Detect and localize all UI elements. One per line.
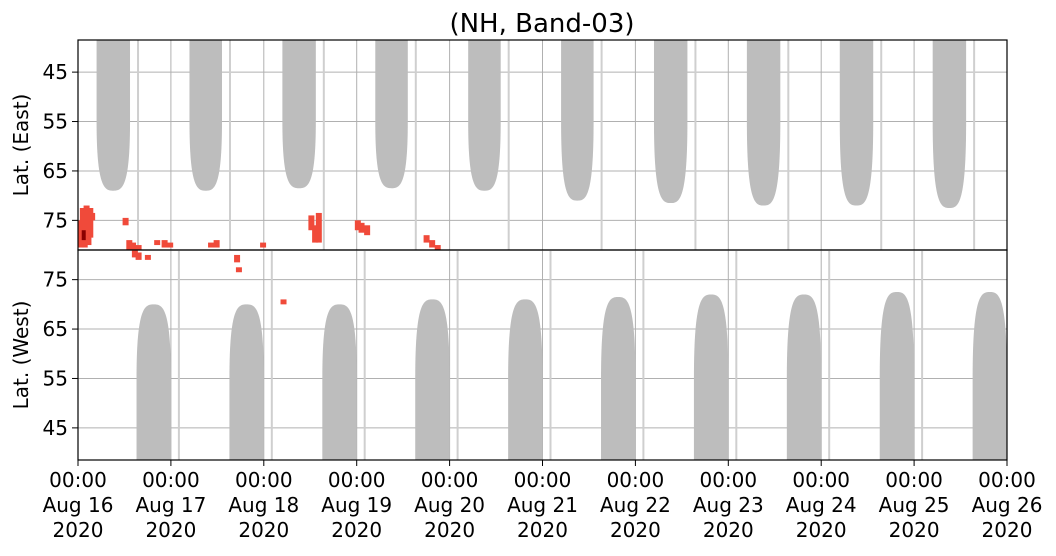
detection-mark <box>208 242 215 248</box>
panel-west: 75 65 55 45 Lat. (West) <box>9 249 1008 461</box>
no-data-block <box>601 296 636 460</box>
x-tick-label: 00:00 Aug 26 2020 <box>972 468 1043 542</box>
detection-mark <box>354 220 361 231</box>
no-data-block <box>508 299 543 460</box>
detection-mark <box>122 217 129 226</box>
no-data-block <box>879 292 915 460</box>
y-axis-label-west: Lat. (West) <box>9 301 33 410</box>
detection-mark <box>161 240 168 248</box>
y-axis-label-east: Lat. (East) <box>9 94 33 197</box>
x-tick-label: 00:00 Aug 17 2020 <box>135 468 206 542</box>
detection-mark <box>308 215 315 231</box>
y-tick-label: 45 <box>43 60 68 84</box>
no-data-block <box>322 304 357 460</box>
detection-mark <box>423 235 430 243</box>
x-tick-label: 00:00 Aug 16 2020 <box>43 468 114 542</box>
detection-mark <box>280 299 287 305</box>
detection-mark <box>315 212 322 243</box>
x-tick-label: 00:00 Aug 25 2020 <box>879 468 950 542</box>
x-tick-label: 00:00 Aug 24 2020 <box>786 468 857 542</box>
no-data-block <box>415 299 450 460</box>
y-tick-label: 65 <box>43 159 68 183</box>
detection-mark <box>135 245 142 250</box>
no-data-block <box>229 304 264 460</box>
detection-mark <box>144 254 151 260</box>
panel-east: 45 55 65 75 Lat. (East) <box>9 39 1008 251</box>
no-data-block <box>932 40 967 208</box>
y-tick-label: 55 <box>43 110 68 134</box>
detection-mark <box>234 254 241 263</box>
no-data-block <box>468 40 501 191</box>
no-data-block <box>653 40 688 204</box>
detection-mark <box>154 240 161 246</box>
detection-mark-dark <box>81 230 86 241</box>
detection-mark <box>434 245 441 250</box>
x-axis: 00:00 Aug 16 2020 00:00 Aug 17 2020 00:00 Aug 1… <box>43 460 1043 542</box>
detection-mark <box>89 212 96 221</box>
detection-mark <box>429 240 436 248</box>
detection-mark <box>358 222 365 233</box>
y-tick-label: 75 <box>43 208 68 232</box>
no-data-block <box>972 292 1007 460</box>
no-data-block <box>282 40 316 189</box>
detection-mark <box>235 267 242 273</box>
x-tick-label: 00:00 Aug 19 2020 <box>321 468 392 542</box>
plot-area-east <box>78 40 1007 250</box>
x-tick-label: 00:00 Aug 20 2020 <box>414 468 485 542</box>
no-data-block <box>96 40 131 191</box>
no-data-block <box>746 40 781 206</box>
detection-mark <box>312 225 319 243</box>
y-tick-label: 55 <box>43 366 68 390</box>
x-tick-label: 00:00 Aug 23 2020 <box>693 468 764 542</box>
no-data-block <box>693 294 729 460</box>
y-tick-label: 75 <box>43 268 68 292</box>
detection-mark <box>130 242 137 250</box>
chart-title: (NH, Band-03) <box>449 9 634 39</box>
detection-mark <box>213 240 220 248</box>
x-tick-label: 00:00 Aug 22 2020 <box>600 468 671 542</box>
no-data-block <box>136 304 171 460</box>
no-data-block <box>189 40 222 191</box>
plot-area-west <box>78 250 1007 460</box>
detection-mark <box>260 242 267 248</box>
x-tick-label: 00:00 Aug 18 2020 <box>228 468 299 542</box>
no-data-block <box>839 40 874 206</box>
detection-mark <box>167 242 174 248</box>
y-tick-label: 65 <box>43 317 68 341</box>
y-tick-label: 45 <box>43 416 68 440</box>
detection-mark <box>126 240 133 250</box>
detection-mark <box>364 225 371 236</box>
detection-mark <box>131 250 138 258</box>
detection-mark <box>135 252 142 260</box>
detection-mark <box>87 208 94 238</box>
no-data-block <box>786 294 822 460</box>
x-tick-label: 00:00 Aug 21 2020 <box>507 468 578 542</box>
no-data-block <box>375 40 408 189</box>
no-data-block <box>561 40 594 201</box>
